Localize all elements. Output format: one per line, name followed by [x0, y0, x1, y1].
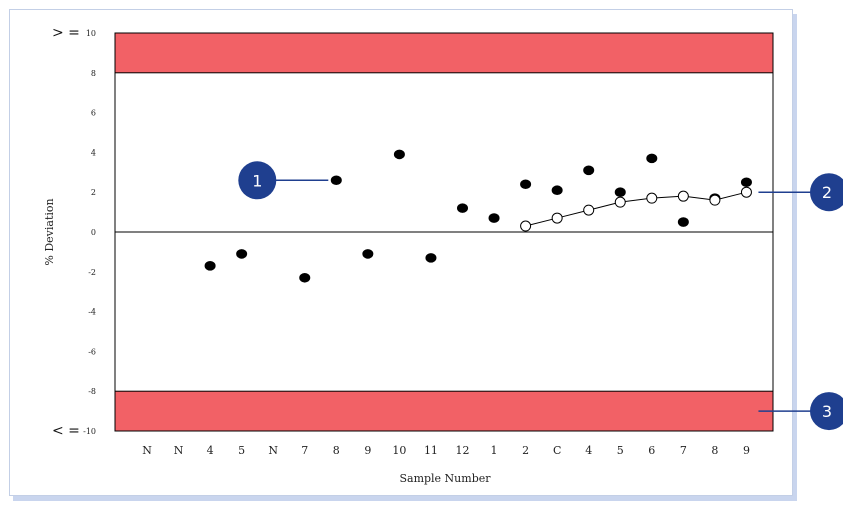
- upper-limit-band: [114, 32, 774, 74]
- filled-point: [677, 217, 689, 227]
- x-tick-label: 11: [424, 444, 438, 457]
- y-tick-label: 0: [91, 228, 96, 237]
- x-tick-label: 10: [392, 444, 406, 457]
- filled-point: [425, 253, 437, 263]
- x-tick-label: C: [553, 444, 561, 457]
- filled-point: [330, 175, 342, 186]
- filled-point: [583, 165, 595, 176]
- upper-bound-label: > =: [52, 25, 80, 41]
- x-tick-label: N: [174, 444, 184, 457]
- open-point: [646, 192, 658, 204]
- x-tick-label: 5: [617, 444, 624, 457]
- callout-number: 3: [822, 402, 832, 421]
- x-tick-label: N: [142, 444, 152, 457]
- filled-point: [646, 153, 658, 164]
- y-tick-label: 2: [91, 188, 96, 197]
- callout-1: 1: [238, 161, 329, 200]
- x-tick-label: 1: [491, 444, 498, 457]
- x-axis-ticks: N N 4 5 N 7 8 9 10 11 12 1 2 C 4 5 6 7 8 9: [142, 444, 750, 457]
- open-point: [709, 194, 721, 206]
- filled-point: [362, 249, 374, 259]
- filled-point: [614, 187, 626, 197]
- y-axis-label: % Deviation: [43, 198, 56, 265]
- x-tick-label: 6: [648, 444, 655, 457]
- limit-bands: [114, 32, 774, 432]
- y-tick-label: 10: [86, 29, 96, 38]
- open-point: [520, 220, 532, 232]
- filled-point: [204, 261, 216, 271]
- open-point: [614, 196, 626, 208]
- y-tick-label: -6: [88, 347, 96, 356]
- callout-badge: [810, 173, 843, 212]
- callout-number: 1: [252, 171, 262, 190]
- y-tick-label: -4: [88, 308, 96, 317]
- y-tick-label: -8: [88, 387, 96, 396]
- x-axis-label: Sample Number: [399, 472, 491, 485]
- x-tick-label: 9: [743, 444, 750, 457]
- x-tick-label: 4: [585, 444, 592, 457]
- x-tick-label: 5: [238, 444, 245, 457]
- x-tick-label: 8: [333, 444, 340, 457]
- filled-point: [520, 179, 532, 190]
- filled-point: [457, 203, 468, 213]
- x-tick-label: 8: [711, 444, 718, 457]
- filled-point: [551, 185, 563, 196]
- filled-point: [299, 272, 311, 283]
- x-tick-label: 7: [680, 444, 687, 457]
- filled-point: [740, 177, 752, 188]
- x-tick-label: N: [268, 444, 278, 457]
- y-axis-ticks: 10 8 6 4 2 0 -2 -4 -6 -8 -10: [83, 29, 96, 436]
- filled-point: [236, 249, 248, 259]
- x-tick-label: 9: [364, 444, 371, 457]
- data-points: [204, 149, 752, 283]
- open-point: [740, 186, 752, 198]
- callouts: 1 2 3: [238, 161, 843, 431]
- open-point: [677, 190, 689, 202]
- y-tick-label: 8: [91, 69, 96, 78]
- callout-2: 2: [758, 173, 843, 212]
- open-point: [583, 204, 595, 216]
- y-tick-label: 4: [91, 148, 96, 157]
- lower-bound-label: < =: [52, 423, 80, 439]
- y-tick-label: -2: [88, 268, 96, 277]
- lower-limit-band: [114, 390, 774, 432]
- x-tick-label: 4: [207, 444, 214, 457]
- y-tick-label: 6: [91, 109, 96, 118]
- x-tick-label: 7: [301, 444, 308, 457]
- filled-point: [488, 213, 500, 223]
- x-tick-label: 12: [456, 444, 470, 457]
- x-tick-label: 2: [522, 444, 529, 457]
- open-point: [551, 212, 563, 224]
- callout-badge: [810, 392, 843, 431]
- callout-3: 3: [758, 392, 843, 431]
- callout-number: 2: [822, 183, 832, 202]
- y-tick-label: -10: [83, 427, 96, 436]
- callout-badge: [238, 161, 277, 200]
- filled-point: [393, 149, 405, 160]
